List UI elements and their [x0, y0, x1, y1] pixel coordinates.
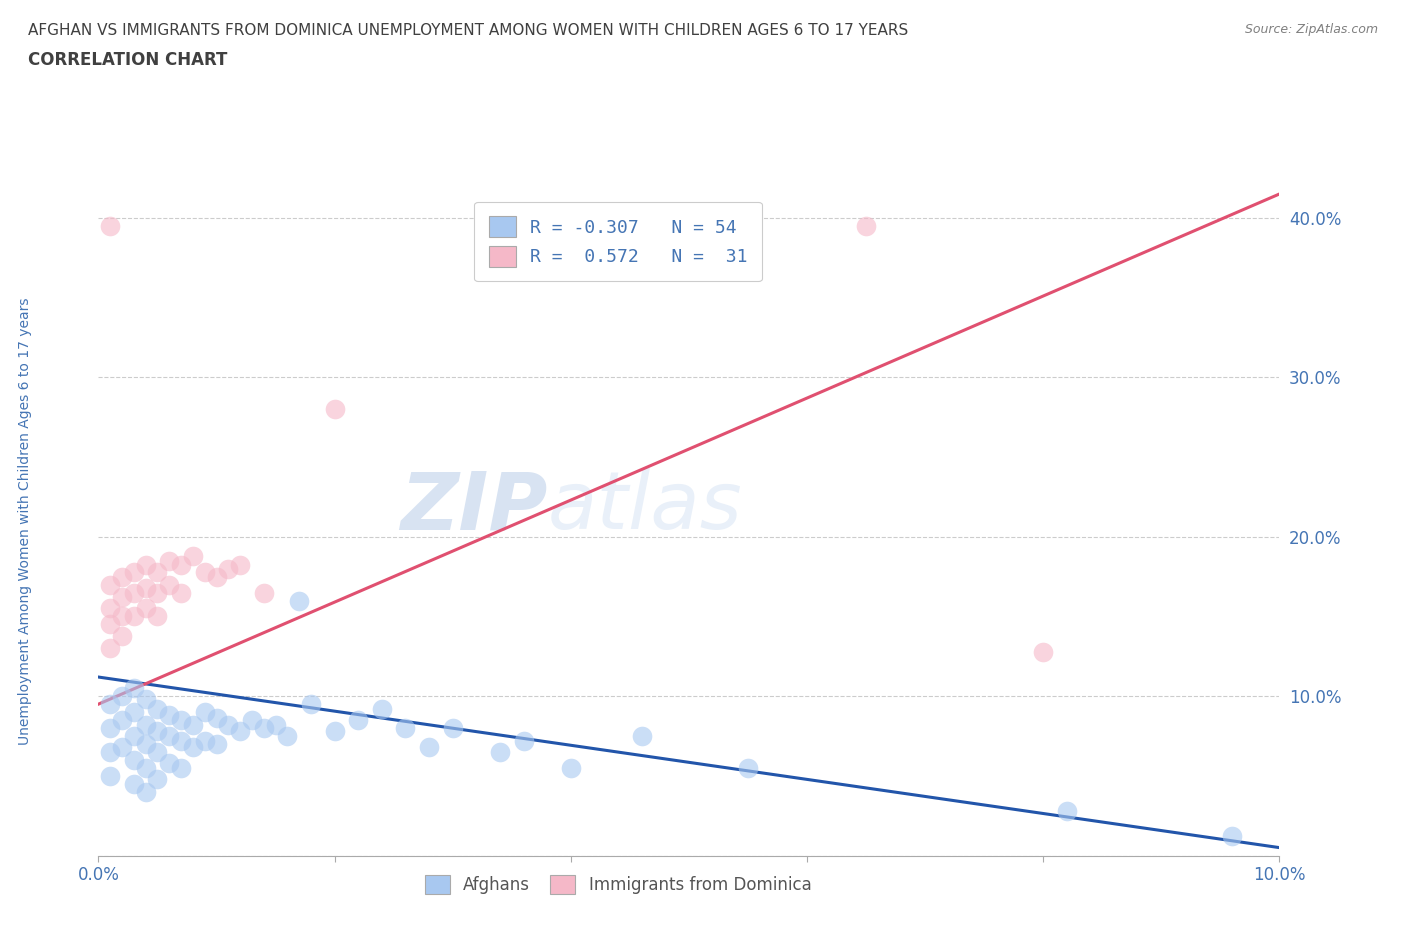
Point — [122, 777, 145, 791]
Point — [253, 721, 276, 736]
Point — [146, 585, 169, 600]
Point — [135, 692, 157, 707]
Point — [98, 641, 121, 656]
Text: Unemployment Among Women with Children Ages 6 to 17 years: Unemployment Among Women with Children A… — [18, 297, 32, 745]
Point — [347, 712, 370, 727]
Point — [135, 558, 157, 573]
Point — [737, 761, 759, 776]
Point — [205, 569, 228, 584]
Point — [170, 585, 193, 600]
Point — [323, 402, 346, 417]
Point — [135, 580, 157, 595]
Point — [122, 705, 145, 720]
Point — [1032, 644, 1054, 659]
Point — [855, 219, 877, 233]
Point — [288, 593, 311, 608]
Point — [323, 724, 346, 738]
Point — [157, 728, 180, 743]
Point — [122, 585, 145, 600]
Point — [418, 739, 440, 754]
Text: AFGHAN VS IMMIGRANTS FROM DOMINICA UNEMPLOYMENT AMONG WOMEN WITH CHILDREN AGES 6: AFGHAN VS IMMIGRANTS FROM DOMINICA UNEMP… — [28, 23, 908, 38]
Point — [111, 569, 134, 584]
Point — [441, 721, 464, 736]
Point — [205, 711, 228, 726]
Point — [170, 712, 193, 727]
Point — [111, 590, 134, 604]
Point — [135, 601, 157, 616]
Point — [98, 578, 121, 592]
Point — [264, 717, 287, 732]
Point — [371, 701, 394, 716]
Point — [135, 761, 157, 776]
Point — [135, 717, 157, 732]
Point — [217, 717, 239, 732]
Point — [253, 585, 276, 600]
Point — [181, 717, 204, 732]
Point — [512, 734, 534, 749]
Legend: Afghans, Immigrants from Dominica: Afghans, Immigrants from Dominica — [412, 861, 825, 908]
Point — [299, 697, 322, 711]
Point — [98, 601, 121, 616]
Point — [170, 558, 193, 573]
Point — [170, 761, 193, 776]
Point — [111, 689, 134, 704]
Point — [98, 697, 121, 711]
Point — [111, 739, 134, 754]
Point — [205, 737, 228, 751]
Point — [122, 565, 145, 579]
Point — [181, 739, 204, 754]
Point — [146, 609, 169, 624]
Point — [111, 609, 134, 624]
Point — [229, 558, 252, 573]
Point — [111, 628, 134, 643]
Point — [194, 705, 217, 720]
Point — [276, 728, 298, 743]
Point — [135, 737, 157, 751]
Point — [181, 549, 204, 564]
Point — [157, 756, 180, 771]
Text: Source: ZipAtlas.com: Source: ZipAtlas.com — [1244, 23, 1378, 36]
Point — [122, 752, 145, 767]
Point — [560, 761, 582, 776]
Point — [135, 784, 157, 799]
Point — [146, 701, 169, 716]
Point — [98, 721, 121, 736]
Point — [122, 609, 145, 624]
Point — [146, 724, 169, 738]
Point — [394, 721, 416, 736]
Point — [98, 219, 121, 233]
Point — [229, 724, 252, 738]
Point — [146, 772, 169, 787]
Point — [122, 728, 145, 743]
Point — [157, 553, 180, 568]
Point — [157, 708, 180, 723]
Point — [217, 561, 239, 576]
Point — [1220, 829, 1243, 844]
Point — [489, 745, 512, 760]
Point — [146, 565, 169, 579]
Text: atlas: atlas — [547, 469, 742, 547]
Point — [630, 728, 652, 743]
Point — [122, 681, 145, 696]
Point — [98, 768, 121, 783]
Point — [170, 734, 193, 749]
Point — [194, 565, 217, 579]
Point — [98, 745, 121, 760]
Point — [98, 617, 121, 631]
Point — [111, 712, 134, 727]
Text: CORRELATION CHART: CORRELATION CHART — [28, 51, 228, 69]
Point — [240, 712, 263, 727]
Point — [146, 745, 169, 760]
Point — [157, 578, 180, 592]
Point — [194, 734, 217, 749]
Point — [1056, 804, 1078, 818]
Text: ZIP: ZIP — [399, 469, 547, 547]
